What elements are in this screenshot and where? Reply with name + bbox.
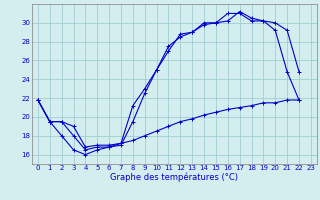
X-axis label: Graphe des températures (°C): Graphe des températures (°C) (110, 173, 238, 182)
